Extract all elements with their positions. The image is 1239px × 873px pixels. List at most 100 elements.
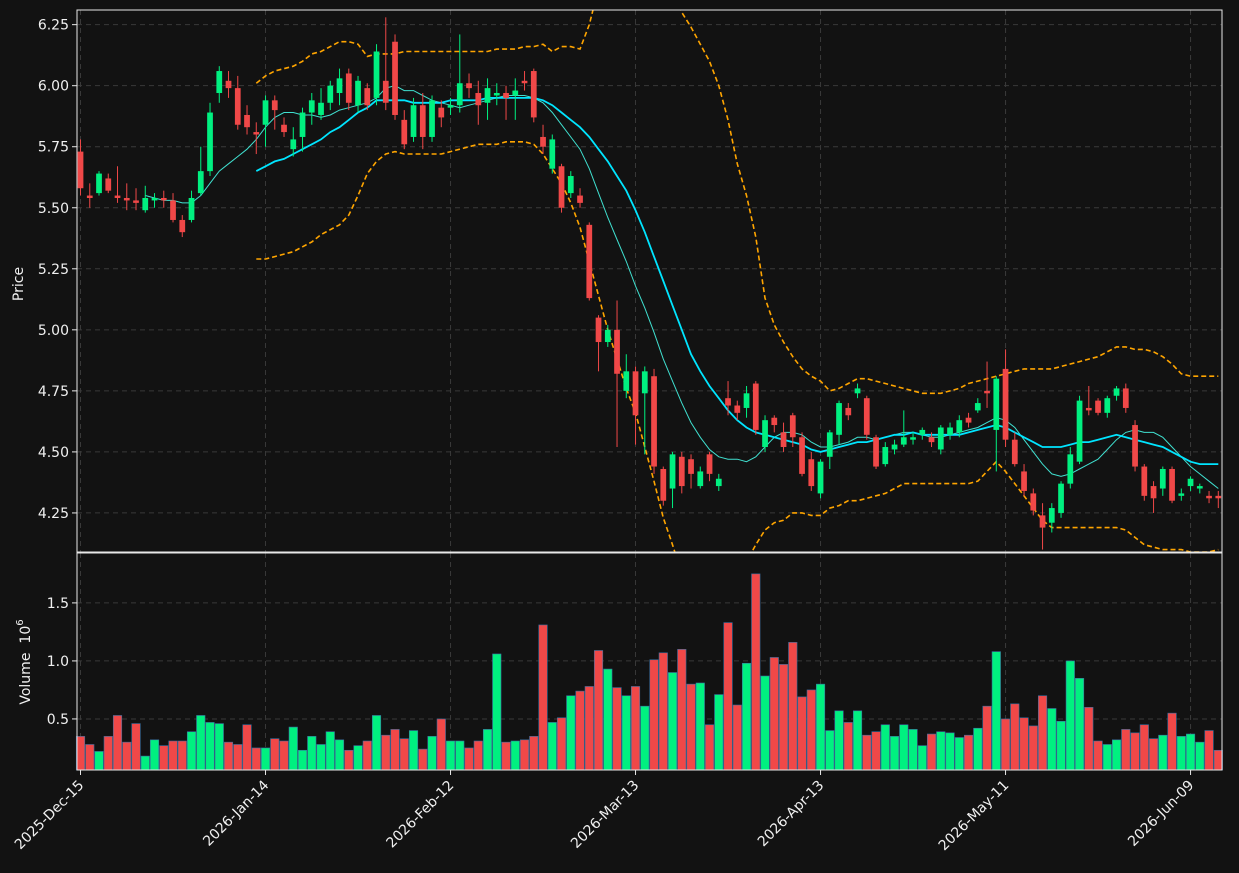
volume-bar (723, 622, 733, 771)
candle-body (77, 151, 84, 189)
volume-bar (510, 740, 520, 771)
volume-bar (945, 732, 955, 771)
volume-label-text: Volume (18, 653, 34, 705)
candle-body (558, 166, 565, 208)
candle-body (170, 200, 176, 220)
volume-bar (1111, 739, 1122, 771)
candle-body (1187, 478, 1194, 487)
candle-body (86, 195, 93, 198)
volume-bar (279, 740, 289, 771)
volume-bar (899, 724, 909, 771)
volume-bar (649, 659, 659, 771)
volume-bar (131, 723, 141, 771)
candle-body (318, 102, 324, 115)
y-tick-label: 6.00 (38, 79, 69, 95)
volume-bar (834, 710, 844, 771)
volume-bar (760, 675, 770, 771)
candle-body (225, 80, 232, 89)
candle-body (595, 317, 602, 343)
volume-bar (390, 729, 400, 771)
candle-body (484, 88, 491, 103)
candle-body (262, 100, 269, 125)
volume-bar (973, 727, 983, 771)
candle-body (1095, 400, 1101, 413)
volume-bar (445, 740, 456, 771)
multiplier-base: 10 (18, 626, 34, 644)
candle-body (688, 459, 694, 474)
volume-bar (1019, 717, 1029, 771)
volume-bar (464, 747, 474, 771)
volume-bar (223, 741, 234, 771)
candle-body (355, 80, 361, 106)
candle-body (1196, 486, 1203, 489)
candle-body (429, 100, 435, 137)
y-tick-label: 1.0 (47, 654, 69, 670)
volume-bar (954, 737, 964, 771)
volume-bar (908, 729, 918, 771)
indicator-line (255, 10, 1219, 395)
volume-bar (1148, 738, 1159, 771)
candle-body (327, 85, 334, 103)
candle-body (419, 105, 426, 137)
candle-body (364, 88, 371, 106)
candle-body (234, 88, 241, 125)
candle-body (392, 41, 398, 115)
volume-bar (94, 751, 104, 771)
candle-body (919, 429, 926, 435)
candle-body (1021, 471, 1027, 491)
volume-bar (334, 739, 345, 771)
candle-body (873, 437, 879, 467)
y-tick-label: 4.75 (38, 384, 69, 400)
candle-body (725, 398, 731, 406)
candle-body (1150, 486, 1157, 499)
candle-body (937, 427, 944, 450)
candle-body (1206, 495, 1212, 499)
candle-body (345, 73, 352, 103)
y-tick-label: 4.50 (38, 445, 69, 461)
candle-body (503, 93, 509, 98)
candles (77, 17, 1222, 550)
price-frame (76, 9, 1223, 553)
candle-body (299, 112, 306, 137)
multiplier-exponent: 6 (15, 619, 26, 625)
volume-bar (159, 745, 169, 771)
price-axis-label: Price (11, 267, 27, 301)
candle-body (253, 132, 260, 135)
volume-bar (482, 729, 493, 771)
volume-bar (575, 690, 585, 771)
candle-body (1159, 468, 1166, 489)
candle-body (512, 90, 519, 96)
volume-bar (186, 731, 197, 771)
y-tick-label: 5.00 (38, 323, 69, 339)
candle-body (1104, 398, 1111, 413)
candle-body (641, 371, 648, 394)
volume-bar (603, 668, 613, 771)
candle-body (382, 80, 389, 103)
candle-body (1132, 425, 1138, 467)
candle-body (632, 371, 639, 416)
candle-body (1178, 493, 1185, 496)
volume-bar (196, 715, 206, 771)
volume-bar (473, 740, 483, 771)
volume-bar (695, 682, 705, 771)
volume-bar (344, 749, 354, 771)
volume-bar (325, 731, 335, 771)
volume-bar (122, 741, 132, 771)
volume-bar (1065, 660, 1075, 771)
volume-bar (103, 736, 113, 771)
volume-bar (936, 731, 946, 771)
volume-bar (889, 736, 900, 771)
volume-bar (677, 649, 687, 771)
volume-bar (871, 731, 881, 771)
volume-bar (307, 736, 317, 771)
candle-body (928, 437, 935, 443)
volume-bar (547, 722, 557, 771)
candle-body (660, 468, 667, 501)
candle-body (651, 376, 657, 467)
candle-body (882, 447, 889, 465)
candle-body (188, 197, 195, 220)
candle-body (160, 197, 167, 201)
volume-bar (288, 726, 298, 771)
candle-body (1113, 388, 1120, 396)
